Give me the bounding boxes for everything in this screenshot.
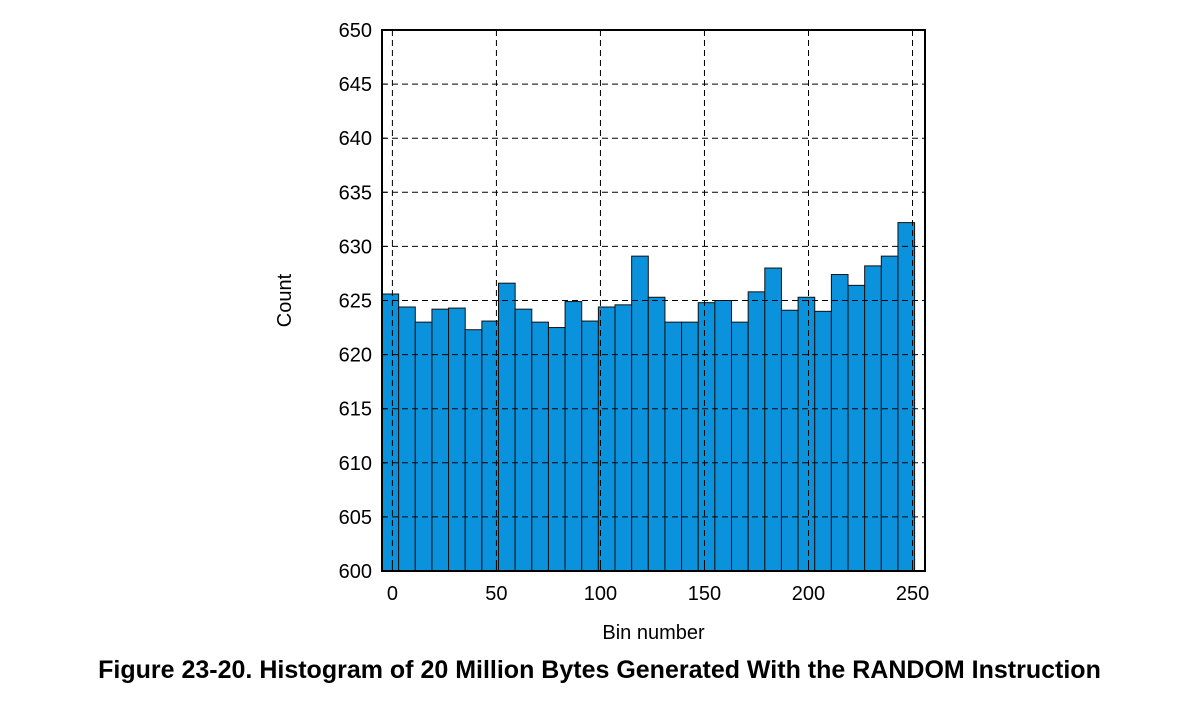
histogram-bar xyxy=(647,296,666,572)
x-tick-label: 0 xyxy=(387,583,398,605)
y-tick-label: 645 xyxy=(339,74,372,96)
y-tick-label: 640 xyxy=(339,128,372,150)
x-tick-label: 250 xyxy=(896,583,929,605)
grid-group xyxy=(382,30,925,571)
histogram-bar xyxy=(464,329,483,572)
histogram-bar xyxy=(714,300,733,572)
histogram-bar xyxy=(864,265,882,572)
histogram-bar xyxy=(797,296,816,572)
y-axis-label: Count xyxy=(274,273,296,327)
histogram-bar xyxy=(448,307,466,572)
histogram-bar xyxy=(731,321,749,572)
histogram-bar xyxy=(830,274,849,572)
y-tick-label: 650 xyxy=(339,20,372,42)
histogram-bar xyxy=(564,301,583,572)
y-tick-label: 605 xyxy=(339,507,372,529)
x-tick-label: 100 xyxy=(584,583,617,605)
x-axis-label: Bin number xyxy=(602,622,705,644)
histogram-bar xyxy=(814,310,832,572)
y-tick-label: 635 xyxy=(339,182,372,204)
histogram-bar xyxy=(681,321,699,572)
y-tick-label: 615 xyxy=(339,399,372,421)
histogram-bar xyxy=(631,255,649,572)
histogram-bar xyxy=(747,291,766,572)
histogram-bar xyxy=(531,321,549,572)
histogram-bar xyxy=(581,320,599,572)
x-tick-label: 50 xyxy=(485,583,507,605)
histogram-bar xyxy=(697,302,716,572)
histogram-bar xyxy=(381,293,400,572)
bars-group xyxy=(381,222,916,572)
histogram-bar xyxy=(847,284,866,572)
x-ticks-group: 0 50 100 150 200 250 xyxy=(387,566,929,605)
x-tick-label: 150 xyxy=(688,583,721,605)
y-tick-label: 630 xyxy=(339,236,372,258)
y-tick-label: 625 xyxy=(339,291,372,313)
histogram-bar xyxy=(780,309,799,572)
histogram-bar xyxy=(547,327,566,572)
histogram-bar xyxy=(514,308,533,572)
histogram-bar xyxy=(398,306,416,572)
histogram-bar xyxy=(664,321,683,572)
histogram-bar xyxy=(614,304,633,572)
y-tick-label: 620 xyxy=(339,345,372,367)
histogram-bar xyxy=(880,255,899,572)
x-tick-label: 200 xyxy=(792,583,825,605)
figure-caption: Figure 23-20. Histogram of 20 Million By… xyxy=(98,656,1101,684)
histogram-bar xyxy=(414,321,433,572)
histogram-bar xyxy=(431,308,450,572)
histogram-bar xyxy=(764,267,782,572)
histogram-chart: 600 605 610 615 620 625 630 635 640 645 650 0 50 100… xyxy=(274,20,929,644)
histogram-bar xyxy=(498,282,516,572)
y-ticks-group: 600 605 610 615 620 625 630 635 640 645 650 xyxy=(339,20,387,583)
y-tick-label: 610 xyxy=(339,453,372,475)
y-tick-label: 600 xyxy=(339,561,372,583)
